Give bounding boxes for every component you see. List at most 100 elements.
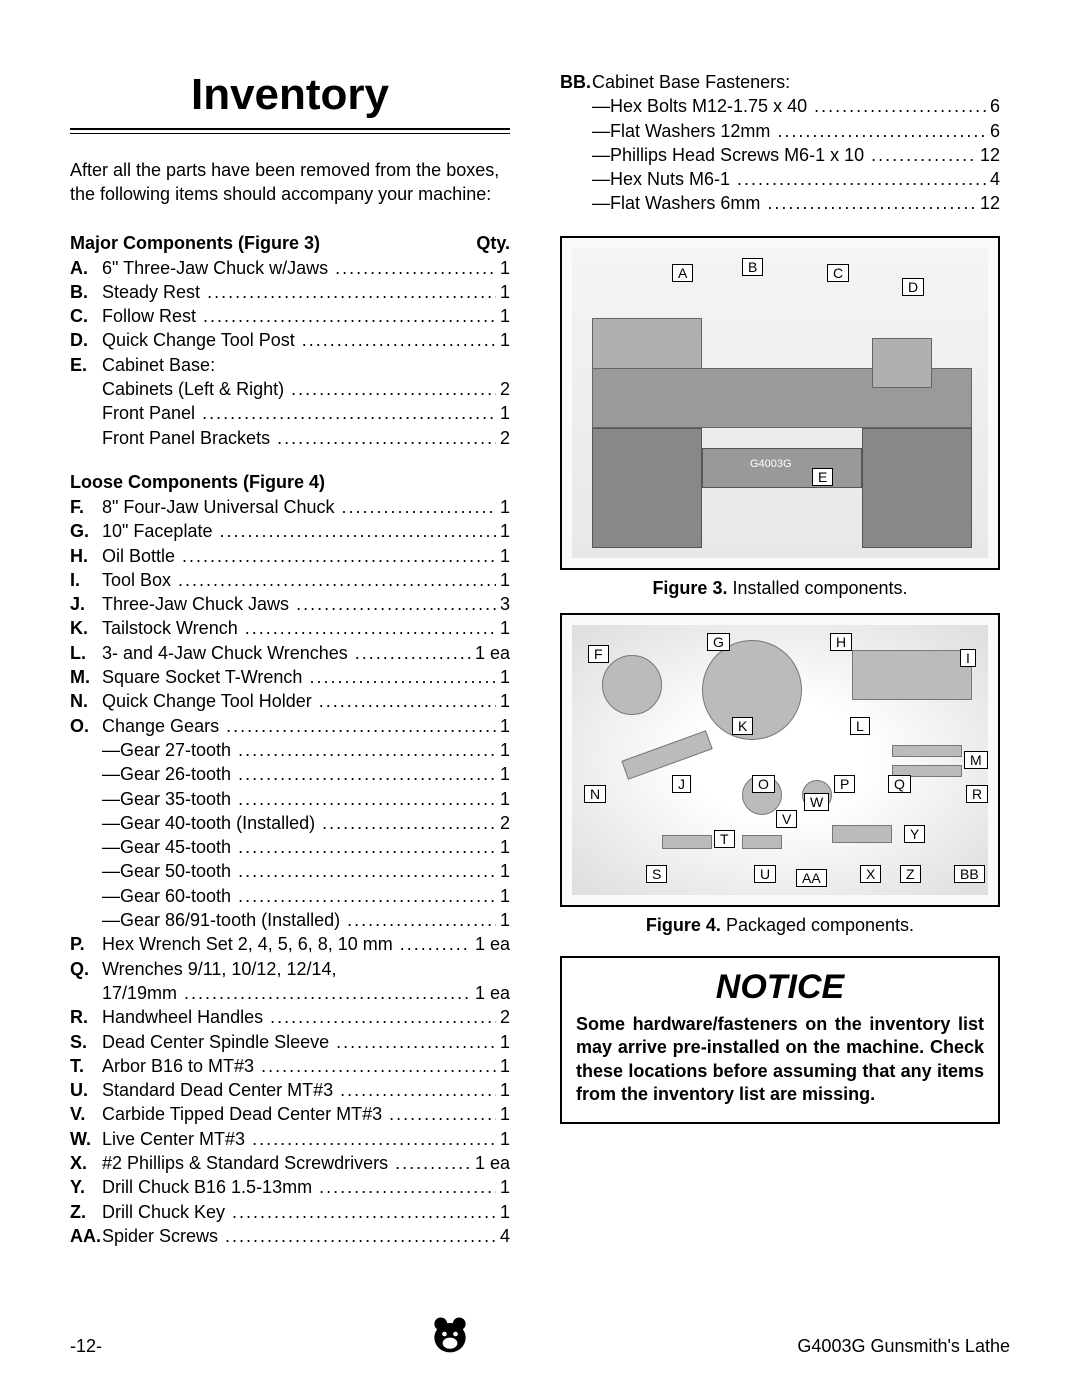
item-qty: 1 (496, 884, 510, 908)
item-qty: 1 (496, 665, 510, 689)
list-item: N.Quick Change Tool Holder1 (70, 689, 510, 713)
list-item: X.#2 Phillips & Standard Screwdrivers1 e… (70, 1151, 510, 1175)
list-item: R.Handwheel Handles2 (70, 1005, 510, 1029)
list-item: D.Quick Change Tool Post1 (70, 328, 510, 352)
list-item: —Phillips Head Screws M6-1 x 1012 (592, 143, 1000, 167)
fig3-label-b: B (742, 258, 763, 276)
item-qty: 1 (496, 762, 510, 786)
item-letter: K. (70, 616, 102, 640)
figure-4-box: F G H I J K L M N O P Q R S T U V W X Y (560, 613, 1000, 907)
item-desc: Hex Wrench Set 2, 4, 5, 6, 8, 10 mm (102, 932, 471, 956)
fig4-label-bb: BB (954, 865, 985, 883)
loose-list: F.8" Four-Jaw Universal Chuck1G.10" Face… (70, 495, 510, 738)
item-qty: 1 (496, 738, 510, 762)
list-item: —Flat Washers 6mm12 (592, 191, 1000, 215)
item-qty: 1 ea (471, 641, 510, 665)
list-item: —Gear 35-tooth1 (102, 787, 510, 811)
item-letter: W. (70, 1127, 102, 1151)
item-desc: Drill Chuck B16 1.5-13mm (102, 1175, 496, 1199)
item-qty: 1 (496, 835, 510, 859)
item-qty: 2 (496, 426, 510, 450)
fig3-label-d: D (902, 278, 924, 296)
item-desc: Front Panel (102, 401, 496, 425)
figure-3-image: G4003G A B C D E (572, 248, 988, 558)
list-item: Front Panel1 (102, 401, 510, 425)
list-item: K.Tailstock Wrench1 (70, 616, 510, 640)
list-item: T.Arbor B16 to MT#31 (70, 1054, 510, 1078)
list-item: M.Square Socket T-Wrench1 (70, 665, 510, 689)
item-desc: 6" Three-Jaw Chuck w/Jaws (102, 256, 496, 280)
fig4-label-y: Y (904, 825, 925, 843)
list-item: I.Tool Box1 (70, 568, 510, 592)
item-qty: 3 (496, 592, 510, 616)
major-header: Major Components (Figure 3) Qty. (70, 233, 510, 254)
list-item: O.Change Gears1 (70, 714, 510, 738)
list-item: —Gear 45-tooth1 (102, 835, 510, 859)
item-letter: S. (70, 1030, 102, 1054)
list-item: Z.Drill Chuck Key1 (70, 1200, 510, 1224)
item-qty: 6 (986, 119, 1000, 143)
bb-desc: Cabinet Base Fasteners: (592, 70, 790, 94)
list-item: —Gear 50-tooth1 (102, 859, 510, 883)
item-desc: Spider Screws (102, 1224, 496, 1248)
item-desc: —Phillips Head Screws M6-1 x 10 (592, 143, 976, 167)
item-letter: C. (70, 304, 102, 328)
figure-4-image: F G H I J K L M N O P Q R S T U V W X Y (572, 625, 988, 895)
loose-list-2: P.Hex Wrench Set 2, 4, 5, 6, 8, 10 mm1 e… (70, 932, 510, 981)
fig4-label-i: I (960, 649, 976, 667)
figure-3-caption: Figure 3. Installed components. (560, 578, 1000, 599)
item-qty: 12 (976, 191, 1000, 215)
list-item: A.6" Three-Jaw Chuck w/Jaws1 (70, 256, 510, 280)
item-desc: —Gear 40-tooth (Installed) (102, 811, 496, 835)
item-desc: —Gear 60-tooth (102, 884, 496, 908)
major-header-right: Qty. (476, 233, 510, 254)
item-qty: 6 (986, 94, 1000, 118)
item-qty: 1 (496, 544, 510, 568)
item-letter: J. (70, 592, 102, 616)
list-item: —Gear 27-tooth1 (102, 738, 510, 762)
item-letter: N. (70, 689, 102, 713)
page-title: Inventory (70, 70, 510, 120)
figure-3-box: G4003G A B C D E (560, 236, 1000, 570)
loose-list-3: R.Handwheel Handles2S.Dead Center Spindl… (70, 1005, 510, 1248)
fig4-label-aa: AA (796, 869, 827, 887)
fig4-label-o: O (752, 775, 775, 793)
list-item: —Flat Washers 12mm6 (592, 119, 1000, 143)
item-letter: H. (70, 544, 102, 568)
item-letter: B. (70, 280, 102, 304)
fig4-caption-t: Packaged components. (721, 915, 914, 935)
item-desc: Square Socket T-Wrench (102, 665, 496, 689)
title-rule (70, 128, 510, 134)
item-desc: #2 Phillips & Standard Screwdrivers (102, 1151, 471, 1175)
item-desc: Wrenches 9/11, 10/12, 12/14, (102, 957, 510, 981)
item-letter: F. (70, 495, 102, 519)
bb-section: BB. Cabinet Base Fasteners: —Hex Bolts M… (560, 70, 1000, 216)
item-qty: 4 (986, 167, 1000, 191)
intro-text: After all the parts have been removed fr… (70, 158, 510, 207)
item-desc: 17/19mm (102, 981, 471, 1005)
fig3-caption-b: Figure 3. (652, 578, 727, 598)
item-letter: D. (70, 328, 102, 352)
item-qty: 1 (496, 616, 510, 640)
item-qty: 1 (496, 1078, 510, 1102)
item-letter: M. (70, 665, 102, 689)
item-desc: —Flat Washers 12mm (592, 119, 986, 143)
right-column: BB. Cabinet Base Fasteners: —Hex Bolts M… (560, 70, 1000, 1248)
item-qty: 4 (496, 1224, 510, 1248)
item-qty: 1 (496, 401, 510, 425)
item-qty: 1 (496, 495, 510, 519)
fig4-label-l: L (850, 717, 870, 735)
list-item: U.Standard Dead Center MT#31 (70, 1078, 510, 1102)
notice-title: NOTICE (576, 968, 984, 1007)
item-desc: Cabinets (Left & Right) (102, 377, 496, 401)
item-letter: AA. (70, 1224, 102, 1248)
fig4-label-v: V (776, 810, 797, 828)
footer: -12- G4003G Gunsmith's Lathe (70, 1311, 1010, 1357)
item-letter: L. (70, 641, 102, 665)
item-letter: R. (70, 1005, 102, 1029)
item-desc: Live Center MT#3 (102, 1127, 496, 1151)
item-letter: I. (70, 568, 102, 592)
item-qty: 2 (496, 811, 510, 835)
item-desc: Standard Dead Center MT#3 (102, 1078, 496, 1102)
item-qty: 1 ea (471, 932, 510, 956)
